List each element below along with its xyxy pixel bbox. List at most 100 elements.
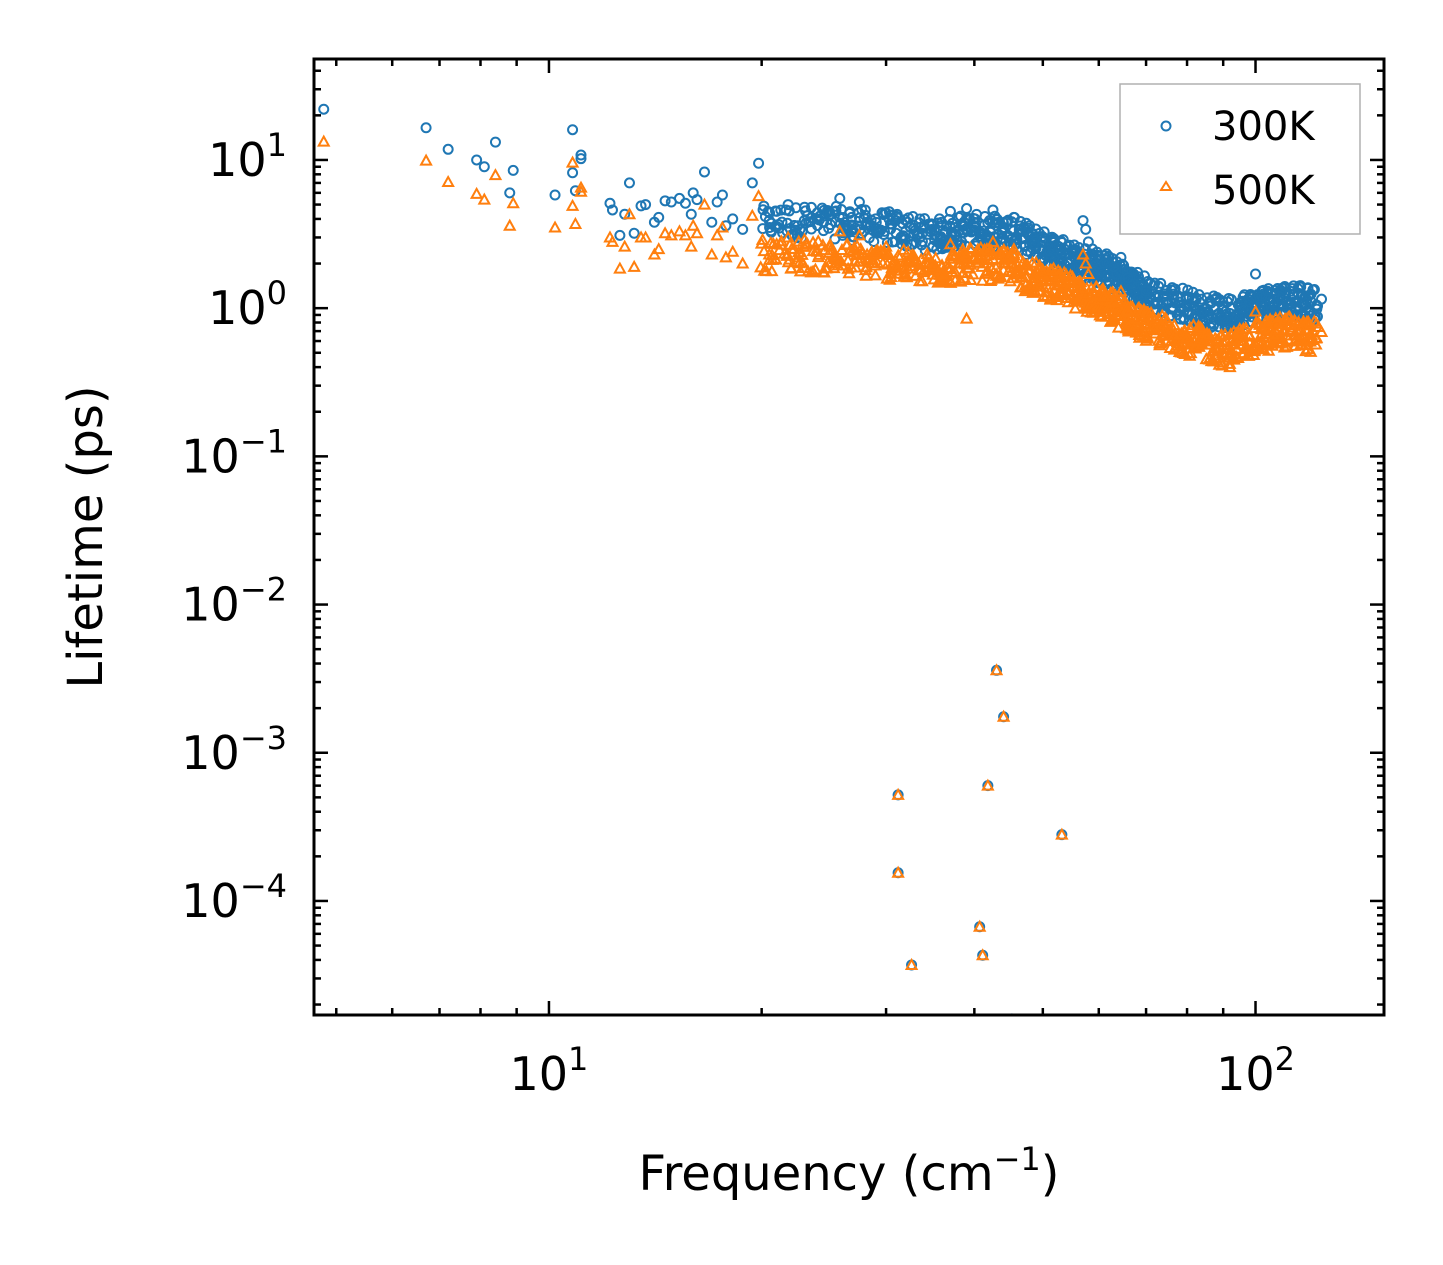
data-point <box>891 248 905 261</box>
data-point <box>959 311 974 324</box>
data-point <box>1172 344 1187 358</box>
data-point <box>914 231 926 243</box>
data-point <box>765 264 779 277</box>
data-point <box>834 192 846 204</box>
data-point <box>1039 284 1053 298</box>
data-point <box>471 154 483 166</box>
data-point <box>823 239 837 252</box>
data-point <box>923 218 935 230</box>
data-point <box>318 103 330 115</box>
data-point <box>1045 263 1059 276</box>
data-point <box>697 197 712 210</box>
data-point <box>1108 261 1120 273</box>
data-point <box>1130 311 1144 324</box>
data-point <box>755 232 770 245</box>
legend: 300K 500K <box>1119 83 1361 235</box>
data-point <box>686 218 700 231</box>
data-point <box>1148 322 1162 335</box>
data-point <box>1272 322 1286 335</box>
data-point <box>1121 319 1135 332</box>
data-point <box>659 195 671 207</box>
data-point <box>926 258 941 271</box>
data-point <box>1231 310 1243 322</box>
data-point <box>817 225 829 237</box>
data-point <box>705 247 719 260</box>
data-point <box>507 164 519 176</box>
data-point <box>951 256 966 269</box>
data-point <box>842 222 854 234</box>
x-tick-label: 101 <box>510 1040 589 1101</box>
data-point <box>753 157 765 169</box>
data-point <box>981 778 995 791</box>
data-point <box>839 237 854 250</box>
data-point <box>1262 285 1274 297</box>
data-point <box>1149 290 1161 302</box>
data-point <box>640 199 652 211</box>
data-point <box>1026 270 1041 283</box>
data-point <box>488 168 503 181</box>
data-point <box>1289 327 1303 340</box>
data-point <box>1139 317 1153 330</box>
data-point <box>873 224 885 236</box>
data-point <box>903 253 918 266</box>
data-point <box>1251 315 1266 328</box>
data-point <box>673 192 685 204</box>
data-point <box>1017 263 1031 276</box>
data-point <box>782 252 797 265</box>
data-point <box>715 220 730 233</box>
data-point <box>966 267 980 280</box>
data-point <box>764 235 778 248</box>
plot-area <box>317 103 1329 1015</box>
data-point <box>985 262 999 275</box>
data-point <box>1187 333 1202 347</box>
data-point <box>623 177 635 189</box>
y-tick-label: 10−3 <box>181 719 287 780</box>
data-point <box>1165 302 1177 314</box>
data-point <box>1140 285 1152 297</box>
data-point <box>967 250 982 263</box>
data-point <box>1081 266 1096 280</box>
data-point <box>477 192 492 205</box>
data-point <box>964 272 978 286</box>
data-point <box>860 247 874 260</box>
data-point <box>420 122 432 134</box>
data-point <box>762 247 776 260</box>
data-point <box>1072 251 1084 263</box>
data-point <box>1007 242 1021 255</box>
data-point <box>653 211 665 223</box>
data-point <box>975 948 990 961</box>
data-point <box>1169 283 1181 295</box>
data-point <box>1070 284 1085 297</box>
data-point <box>808 262 823 275</box>
data-point <box>890 227 902 239</box>
data-point <box>317 134 331 147</box>
data-point <box>628 227 640 239</box>
data-point <box>793 264 808 277</box>
data-point <box>1172 327 1186 340</box>
data-point <box>810 244 825 257</box>
data-points <box>317 103 1329 1015</box>
data-point <box>1068 301 1082 314</box>
data-point <box>638 230 653 243</box>
data-point <box>853 196 865 208</box>
data-point <box>776 216 788 228</box>
data-point <box>1209 340 1223 353</box>
data-point <box>964 242 978 255</box>
data-point <box>1076 247 1090 260</box>
data-point <box>976 227 988 239</box>
data-point <box>690 226 704 239</box>
data-point <box>548 220 562 233</box>
data-point <box>1025 255 1040 268</box>
data-point <box>922 250 936 263</box>
data-point <box>698 166 710 178</box>
data-point <box>1007 248 1021 261</box>
data-point <box>706 216 718 228</box>
data-point <box>1122 272 1134 284</box>
data-point <box>503 218 517 231</box>
data-point <box>772 243 787 256</box>
data-point <box>763 215 775 227</box>
data-point <box>652 242 666 255</box>
data-point <box>604 197 616 209</box>
data-point <box>1314 324 1329 338</box>
data-point <box>782 199 794 211</box>
